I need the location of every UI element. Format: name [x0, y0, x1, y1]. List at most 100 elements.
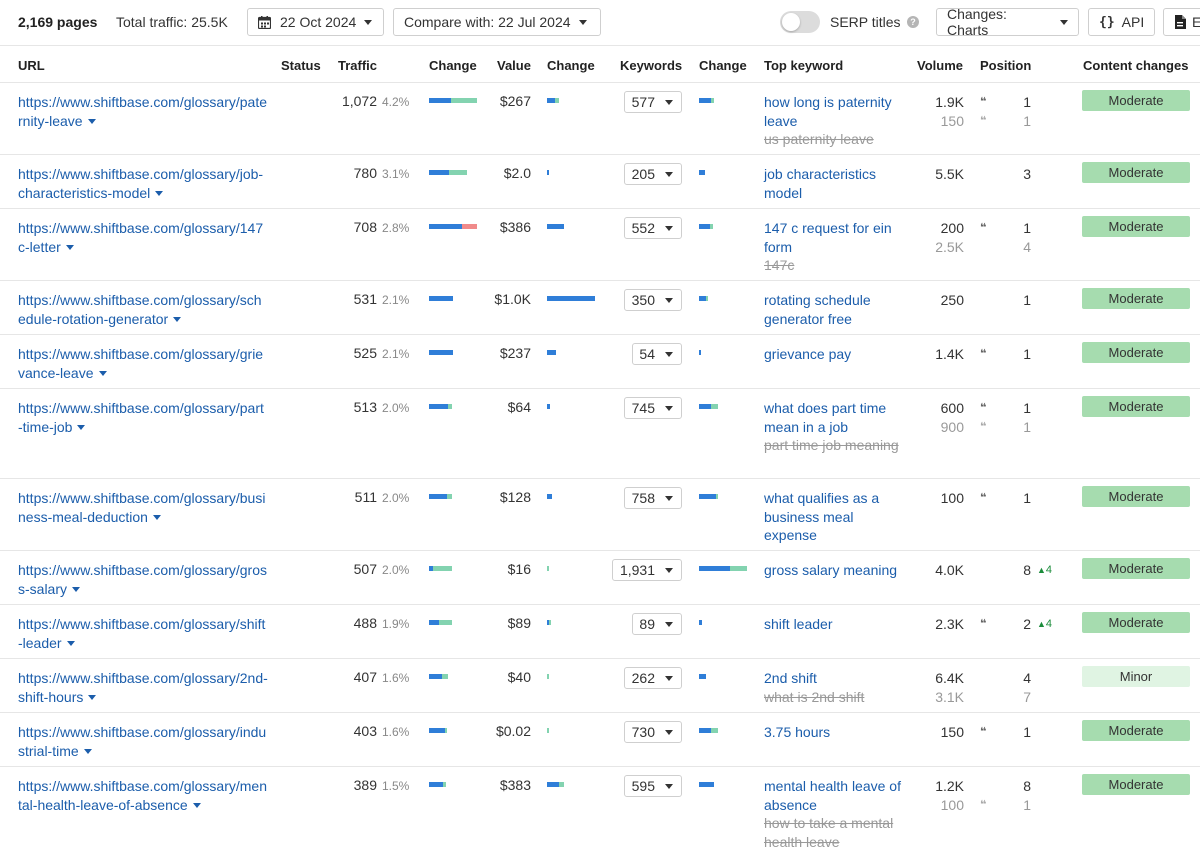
value-change-bar [547, 494, 552, 499]
content-change-badge[interactable]: Moderate [1082, 162, 1190, 183]
top-keyword-link[interactable]: what qualifies as a business meal expens… [764, 490, 880, 543]
top-keyword-link[interactable]: how long is paternity leave [764, 94, 892, 129]
chevron-down-icon [665, 495, 673, 501]
changes-mode-button[interactable]: Changes: Charts [936, 6, 1079, 38]
compare-button[interactable]: Compare with: 22 Jul 2024 [393, 8, 601, 36]
top-keyword-link[interactable]: what does part time mean in a job [764, 400, 887, 435]
top-keyword-link[interactable]: mental health leave of absence [764, 778, 901, 813]
volume-cell: 100 [905, 489, 964, 508]
serp-titles-toggle[interactable] [780, 11, 820, 33]
content-change-badge[interactable]: Minor [1082, 666, 1190, 687]
page-url-text: https://www.shiftbase.com/glossary/pater… [18, 94, 267, 129]
page-url-link[interactable]: https://www.shiftbase.com/glossary/pater… [18, 93, 268, 130]
page-url-link[interactable]: https://www.shiftbase.com/glossary/2nd-s… [18, 669, 268, 706]
traffic-value-usd: $89 [507, 615, 531, 631]
chevron-down-icon[interactable] [88, 694, 97, 700]
col-volume[interactable]: Volume [917, 58, 963, 73]
chevron-down-icon[interactable] [192, 802, 201, 808]
keywords-dropdown[interactable]: 262 [624, 667, 682, 689]
traffic-share: 2.1% [382, 293, 410, 307]
quote-icon [980, 291, 994, 310]
page-url-link[interactable]: https://www.shiftbase.com/glossary/griev… [18, 345, 268, 382]
top-keyword-link[interactable]: gross salary meaning [764, 562, 898, 578]
keywords-dropdown[interactable]: 54 [632, 343, 682, 365]
chevron-down-icon [665, 729, 673, 735]
keywords-dropdown[interactable]: 577 [624, 91, 682, 113]
chevron-down-icon[interactable] [66, 640, 75, 646]
col-keywords[interactable]: Keywords [620, 58, 683, 73]
search-volume: 1.4K [935, 346, 964, 362]
serp-features: ❝ ❝ [980, 93, 994, 130]
chevron-down-icon[interactable] [77, 424, 86, 430]
col-top-keyword[interactable]: Top keyword [764, 58, 844, 73]
chevron-down-icon[interactable] [98, 370, 107, 376]
keywords-count: 205 [631, 166, 655, 182]
col-traffic[interactable]: Traffic [338, 58, 378, 73]
keywords-dropdown[interactable]: 1,931 [612, 559, 682, 581]
chevron-down-icon[interactable] [155, 190, 164, 196]
keywords-dropdown[interactable]: 89 [632, 613, 682, 635]
keywords-dropdown[interactable]: 205 [624, 163, 682, 185]
content-change-badge[interactable]: Moderate [1082, 558, 1190, 579]
keywords-dropdown[interactable]: 730 [624, 721, 682, 743]
content-change-badge[interactable]: Moderate [1082, 288, 1190, 309]
keywords-change-bar [699, 170, 705, 175]
top-keyword-link[interactable]: 147 c request for ein form [764, 220, 892, 255]
page-url-link[interactable]: https://www.shiftbase.com/glossary/part-… [18, 399, 268, 436]
chevron-down-icon[interactable] [65, 244, 74, 250]
chevron-down-icon[interactable] [152, 514, 161, 520]
keywords-dropdown[interactable]: 758 [624, 487, 682, 509]
page-url-link[interactable]: https://www.shiftbase.com/glossary/147c-… [18, 219, 268, 256]
page-url-link[interactable]: https://www.shiftbase.com/glossary/menta… [18, 777, 268, 814]
chevron-down-icon[interactable] [173, 316, 182, 322]
top-keyword-link[interactable]: shift leader [764, 616, 833, 632]
col-url[interactable]: URL [18, 58, 45, 73]
col-value[interactable]: Value [497, 58, 531, 73]
chevron-down-icon[interactable] [87, 118, 96, 124]
col-status[interactable]: Status [281, 58, 321, 73]
api-button[interactable]: {} API [1088, 8, 1155, 36]
keywords-dropdown[interactable]: 595 [624, 775, 682, 797]
top-keyword-link[interactable]: 3.75 hours [764, 724, 831, 740]
content-change-badge[interactable]: Moderate [1082, 396, 1190, 417]
top-keyword-link[interactable]: rotating schedule generator free [764, 292, 871, 327]
content-change-badge[interactable]: Moderate [1082, 774, 1190, 795]
chevron-down-icon[interactable] [83, 748, 92, 754]
page-url-link[interactable]: https://www.shiftbase.com/glossary/gross… [18, 561, 268, 598]
page-url-link[interactable]: https://www.shiftbase.com/glossary/job-c… [18, 165, 268, 202]
content-change-badge[interactable]: Moderate [1082, 216, 1190, 237]
export-file-icon [1175, 15, 1186, 29]
page-url-link[interactable]: https://www.shiftbase.com/glossary/busin… [18, 489, 268, 526]
page-url-link[interactable]: https://www.shiftbase.com/glossary/shift… [18, 615, 268, 652]
content-change-badge[interactable]: Moderate [1082, 720, 1190, 741]
keywords-change-bar-segment [699, 782, 714, 787]
value-change-bar [547, 404, 550, 409]
top-keyword-link[interactable]: grievance pay [764, 346, 852, 362]
top-keyword-link[interactable]: job characteristics model [764, 166, 877, 201]
position-value: 1 [1023, 112, 1031, 129]
value-change-bar [547, 98, 559, 103]
top-keyword-cell: 147 c request for ein form 147c [764, 219, 904, 275]
export-button[interactable]: E [1163, 8, 1200, 36]
content-change-badge[interactable]: Moderate [1082, 342, 1190, 363]
content-change-badge[interactable]: Moderate [1082, 486, 1190, 507]
help-icon[interactable]: ? [907, 16, 919, 28]
search-volume: 150 [940, 112, 964, 129]
content-change-badge[interactable]: Moderate [1082, 90, 1190, 111]
content-change-badge[interactable]: Moderate [1082, 612, 1190, 633]
col-keywords-change[interactable]: Change [699, 58, 747, 73]
page-url-link[interactable]: https://www.shiftbase.com/glossary/indus… [18, 723, 268, 760]
chevron-down-icon[interactable] [72, 586, 81, 592]
col-content-changes[interactable]: Content changes [1083, 58, 1189, 73]
col-traffic-change[interactable]: Change [429, 58, 477, 73]
top-keyword-link[interactable]: 2nd shift [764, 670, 817, 686]
keywords-dropdown[interactable]: 350 [624, 289, 682, 311]
position-value: 1 [1023, 418, 1031, 435]
col-value-change[interactable]: Change [547, 58, 595, 73]
keywords-dropdown[interactable]: 745 [624, 397, 682, 419]
date-picker-button[interactable]: 22 Oct 2024 [247, 8, 384, 36]
value-change-bar [547, 782, 564, 787]
keywords-dropdown[interactable]: 552 [624, 217, 682, 239]
col-position[interactable]: Position [980, 58, 1032, 73]
page-url-link[interactable]: https://www.shiftbase.com/glossary/sched… [18, 291, 268, 328]
